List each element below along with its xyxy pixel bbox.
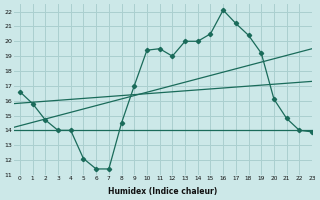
X-axis label: Humidex (Indice chaleur): Humidex (Indice chaleur) bbox=[108, 187, 218, 196]
